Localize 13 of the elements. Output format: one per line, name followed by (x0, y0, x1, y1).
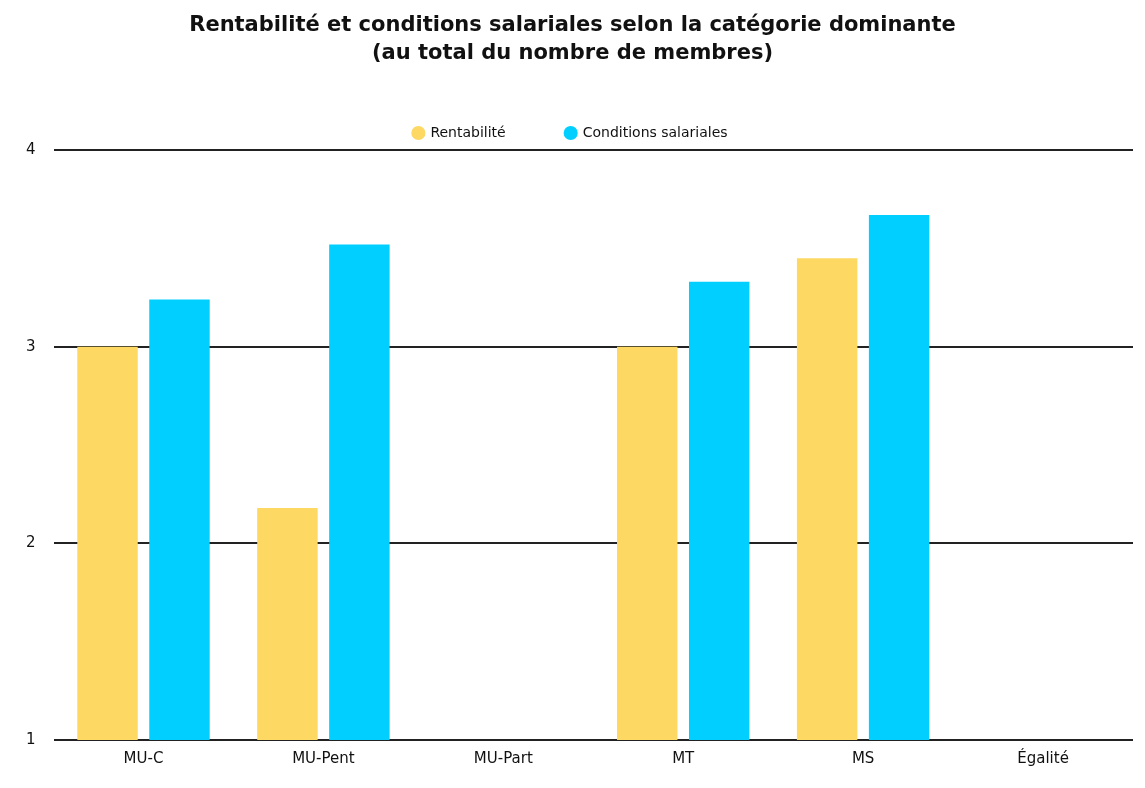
x-tick-label: Égalité (1017, 747, 1069, 767)
x-tick-label: MU-C (123, 748, 164, 767)
x-tick-label: MS (851, 748, 875, 767)
y-tick-label: 3 (26, 336, 36, 355)
x-tick-label: MT (672, 748, 696, 767)
legend-label: Rentabilité (430, 123, 506, 140)
x-tick-label: MU-Pent (292, 748, 355, 767)
legend-label: Conditions salariales (582, 123, 728, 140)
y-tick-label: 1 (26, 729, 36, 748)
y-tick-label: 2 (26, 533, 36, 552)
chart-title: Rentabilité et conditions salariales selon la catégorie dominante (au total du nombre de membres) (188, 11, 957, 66)
x-tick-label: MU-Part (473, 748, 533, 767)
y-tick-label: 4 (26, 139, 36, 158)
